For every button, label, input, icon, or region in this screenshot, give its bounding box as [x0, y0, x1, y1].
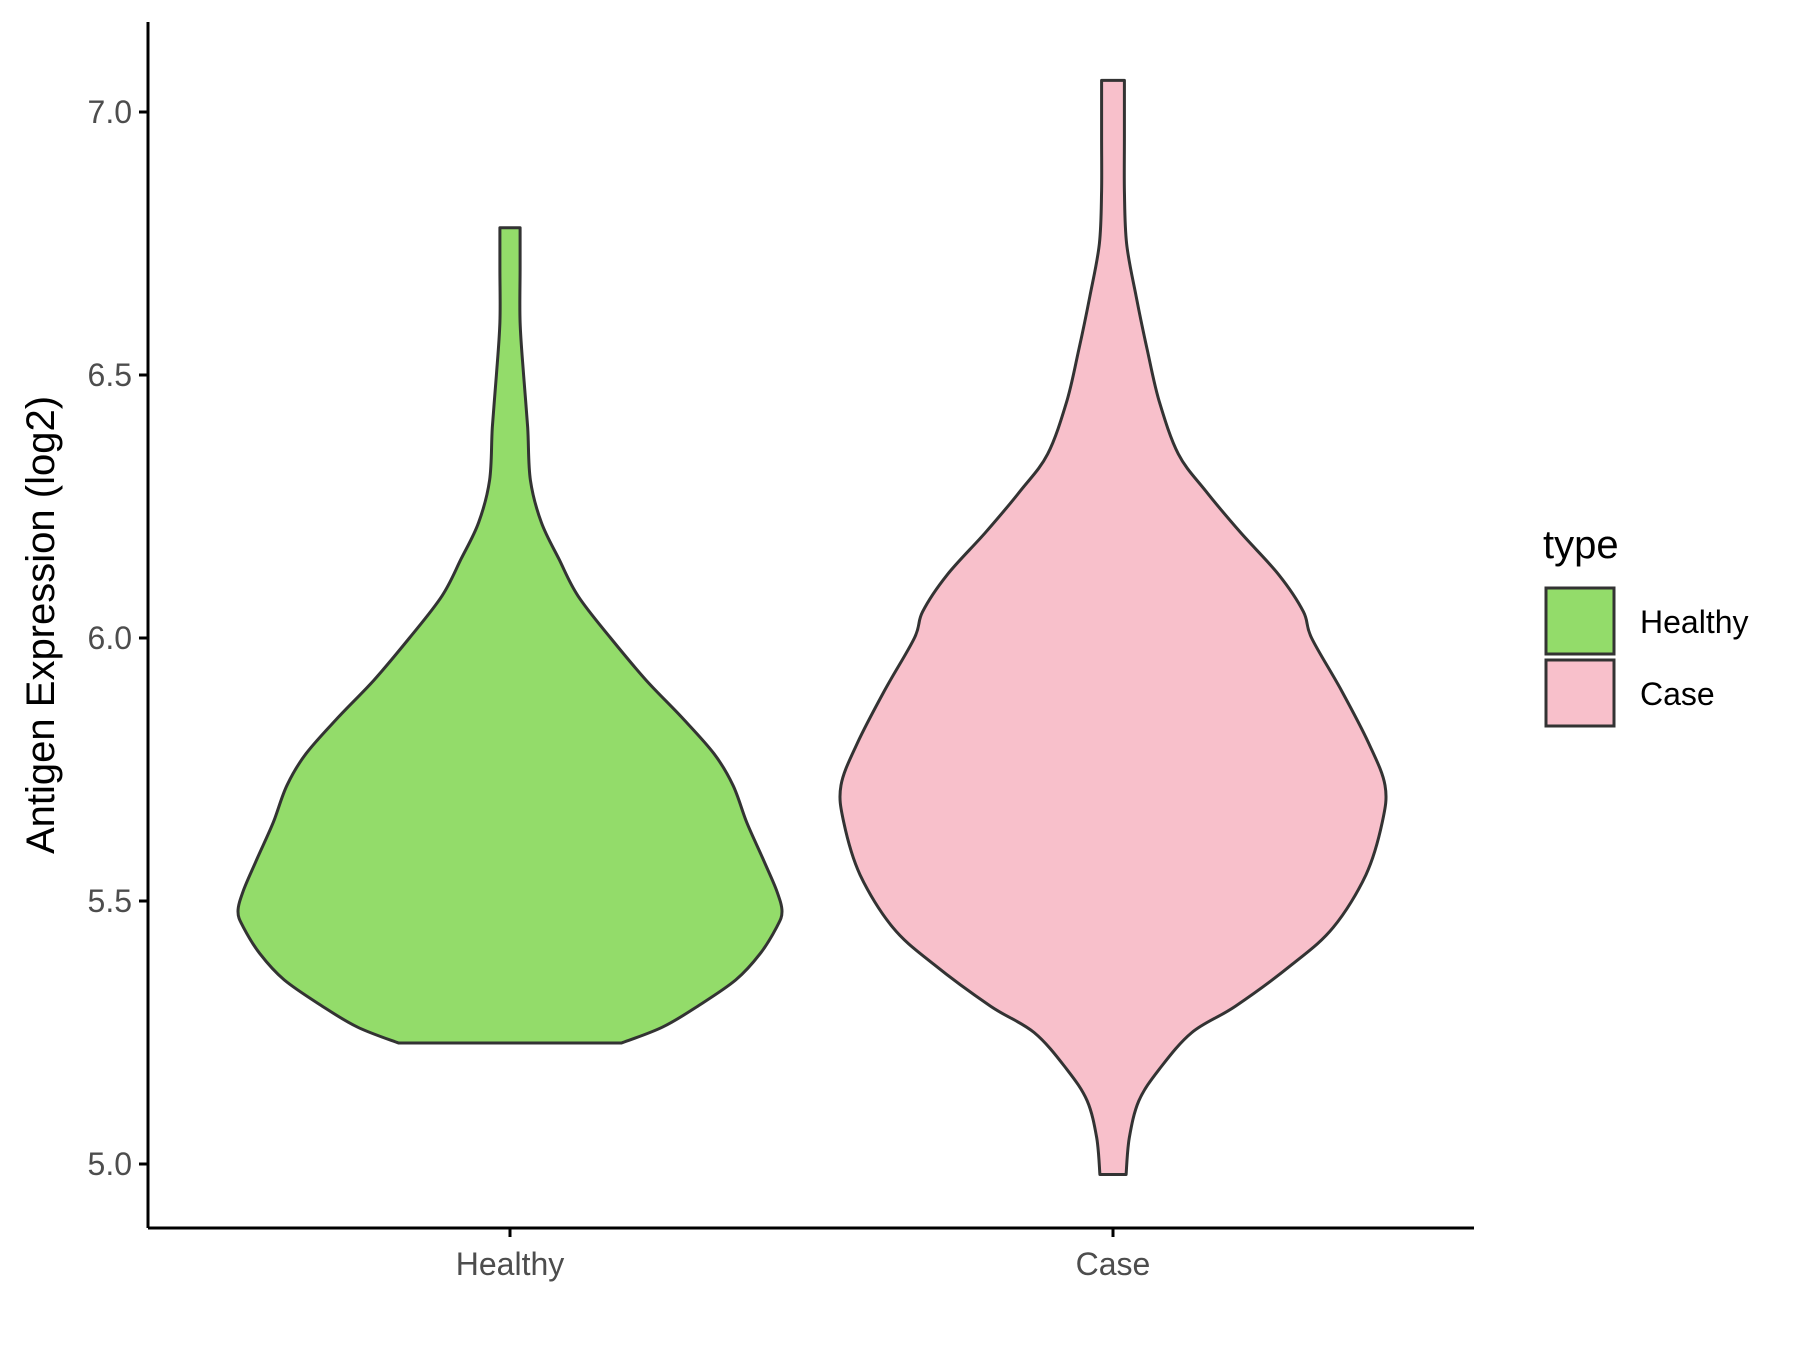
y-tick-label: 5.0: [88, 1146, 132, 1182]
y-tick-label: 7.0: [88, 94, 132, 130]
y-ticks: 5.0 5.5 6.0 6.5 7.0: [88, 94, 148, 1182]
legend-title: type: [1543, 523, 1619, 567]
legend: type Healthy Case: [1543, 523, 1749, 728]
legend-label-case: Case: [1640, 676, 1715, 712]
y-tick-label: 6.0: [88, 620, 132, 656]
legend-key-healthy: [1544, 586, 1616, 656]
violins-layer: [236, 78, 1388, 1176]
x-ticks: Healthy Case: [456, 1228, 1151, 1282]
y-axis-title: Antigen Expression (log2): [19, 396, 63, 854]
x-tick-label: Case: [1076, 1246, 1151, 1282]
x-tick-label: Healthy: [456, 1246, 565, 1282]
legend-label-healthy: Healthy: [1640, 604, 1749, 640]
violin-healthy: [236, 226, 784, 1045]
y-tick-label: 6.5: [88, 357, 132, 393]
violin-case: [838, 78, 1388, 1176]
legend-key-case: [1544, 658, 1616, 728]
y-tick-label: 5.5: [88, 883, 132, 919]
